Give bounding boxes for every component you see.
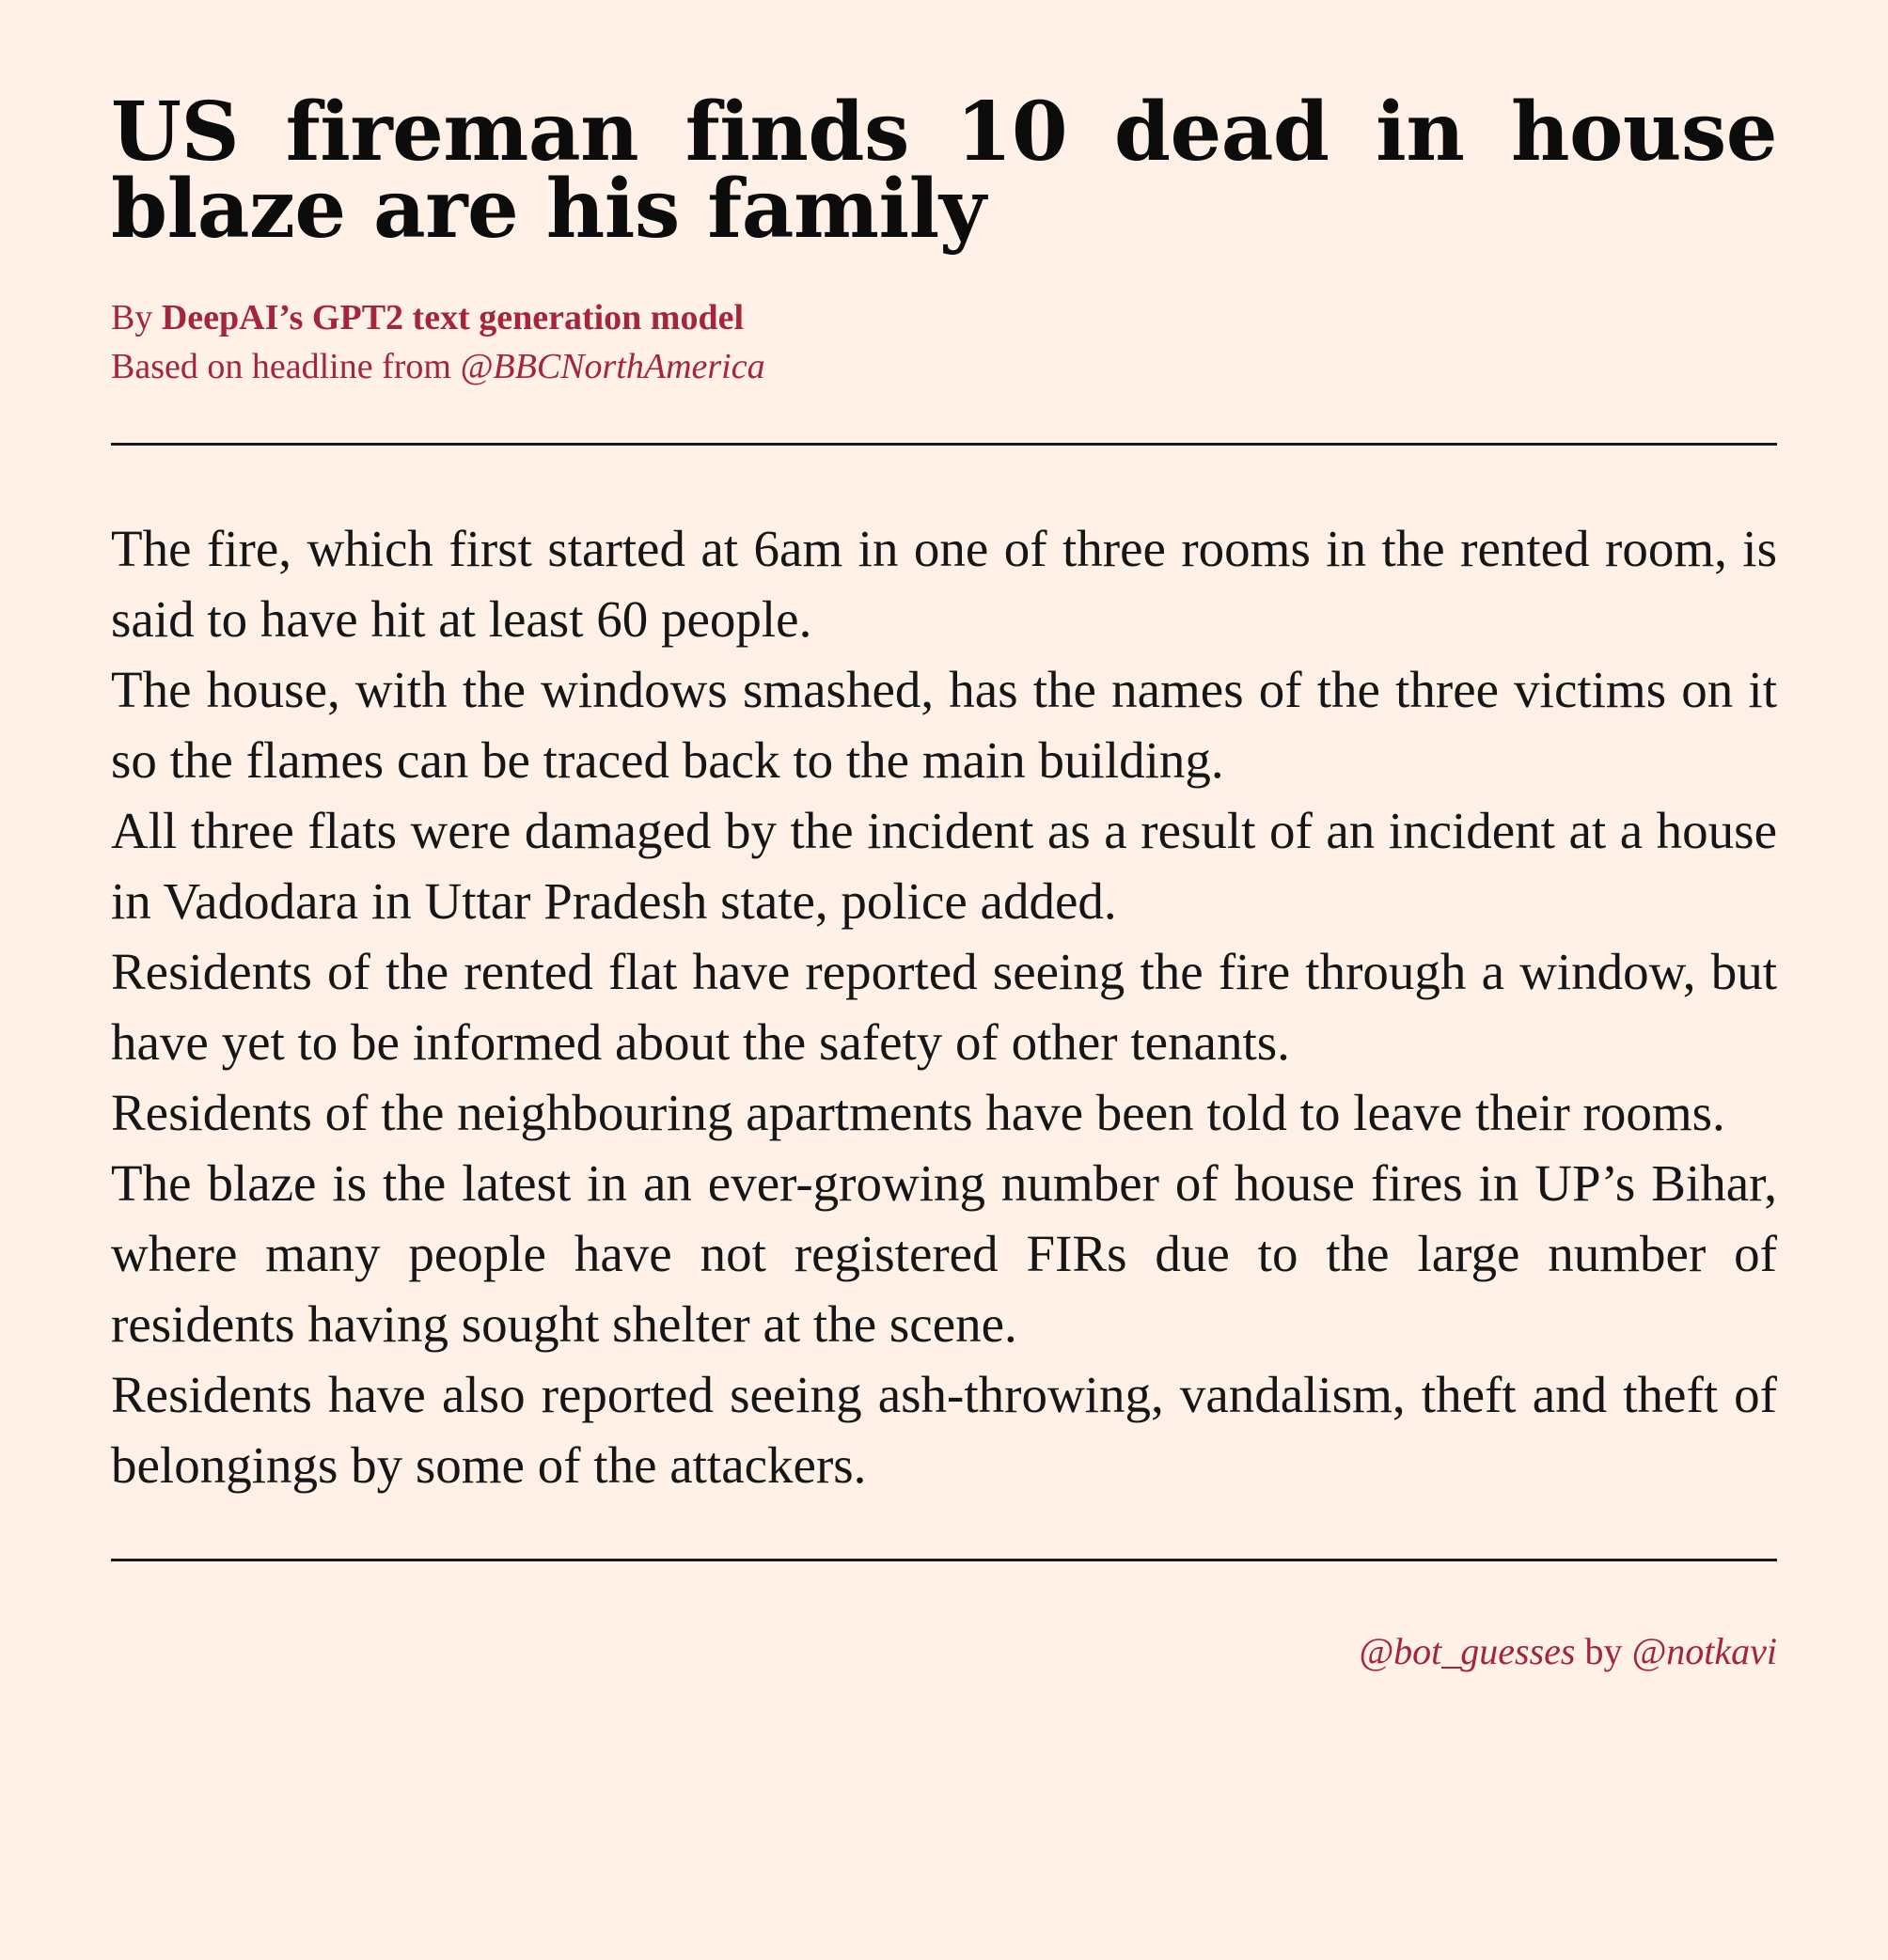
top-divider <box>111 443 1777 446</box>
article-body: The fire, which first started at 6am in … <box>111 513 1777 1500</box>
author-line: By DeepAI’s GPT2 text generation model <box>111 293 1777 342</box>
author-name: DeepAI’s GPT2 text generation model <box>161 298 745 337</box>
article-paragraph: The house, with the windows smashed, has… <box>111 661 1777 789</box>
credits-by-word: by <box>1575 1630 1632 1672</box>
article-paragraph: The fire, which first started at 6am in … <box>111 520 1777 648</box>
source-handle-link[interactable]: @BBCNorthAmerica <box>460 347 765 386</box>
bottom-divider <box>111 1559 1777 1561</box>
source-line: Based on headline from @BBCNorthAmerica <box>111 342 1777 391</box>
based-on-prefix: Based on headline from <box>111 347 461 386</box>
credits: @bot_guesses by @notkavi <box>111 1629 1777 1674</box>
article-paragraph: Residents of the neighbouring apartments… <box>111 1084 1725 1141</box>
article-paragraph: Residents have also reported seeing ash-… <box>111 1366 1777 1494</box>
author-handle-link[interactable]: @notkavi <box>1631 1630 1777 1672</box>
headline: US fireman finds 10 dead in house blaze … <box>111 85 1778 257</box>
byline: By DeepAI’s GPT2 text generation model B… <box>111 293 1777 391</box>
article-paragraph: The blaze is the latest in an ever-growi… <box>111 1154 1777 1353</box>
article-paragraph: Residents of the rented flat have report… <box>111 943 1777 1071</box>
by-prefix: By <box>111 298 162 337</box>
article-card: US fireman finds 10 dead in house blaze … <box>111 85 1778 1674</box>
article-paragraph: All three flats were damaged by the inci… <box>111 802 1777 930</box>
bot-handle-link[interactable]: @bot_guesses <box>1359 1630 1576 1672</box>
